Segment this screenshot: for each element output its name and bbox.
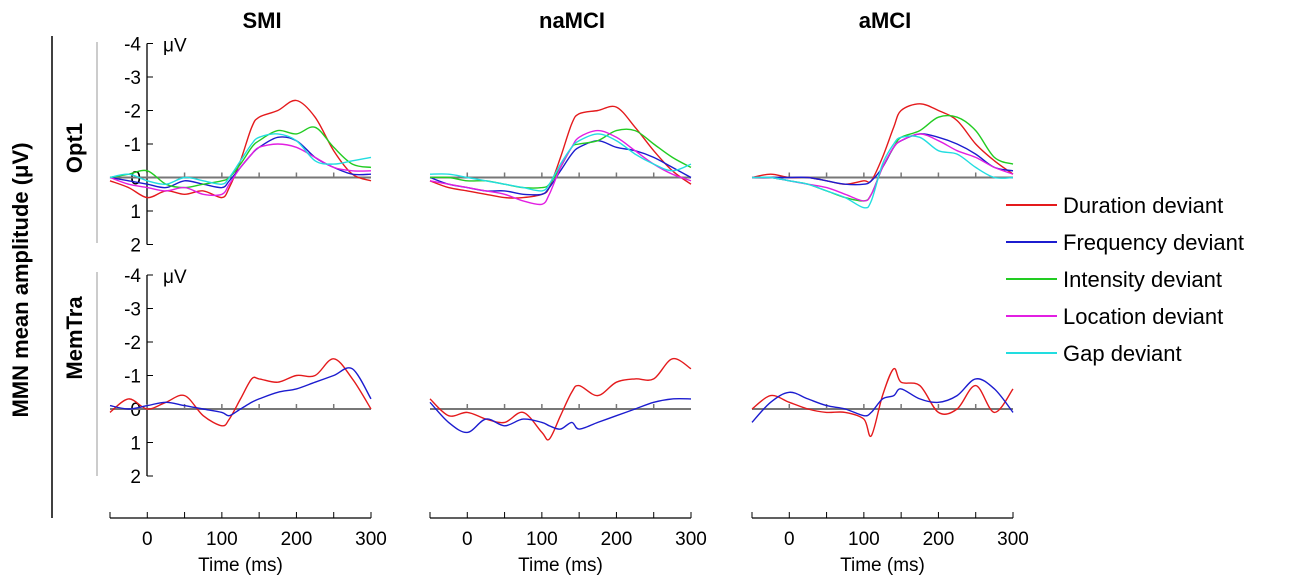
legend-label: Duration deviant [1063,193,1223,218]
x-axis-smi: 0 100 200 300 Time (ms) [109,512,387,576]
y-tick-label: -4 [124,266,141,287]
legend: Duration deviant Frequency deviant Intensi… [1006,193,1244,366]
x-axes: 0 100 200 300 Time (ms) 0 100 200 300 Time (ms) 0 1… [109,512,1029,576]
y-unit-label: μV [163,267,187,288]
panel-opt1-smi [109,99,372,199]
y-tick-label: 1 [130,202,141,223]
series-intensity-deviant [109,126,372,189]
x-axis-title: Time (ms) [198,555,283,576]
x-tick-label: 300 [997,529,1029,550]
y-unit-label: μV [163,36,187,57]
y-tick-label: 2 [130,236,141,257]
y-tick-label: 0 [130,400,141,421]
series-duration-deviant [109,99,372,199]
x-axis-title: Time (ms) [518,555,603,576]
legend-item-frequency-deviant: Frequency deviant [1006,230,1244,255]
y-tick-label: 1 [130,434,141,455]
x-tick-label: 200 [601,529,633,550]
series-duration-deviant [751,367,1014,438]
y-axis-opt1: -4 -3 -2 -1 0 1 2 μV [124,35,187,257]
legend-item-intensity-deviant: Intensity deviant [1006,267,1222,292]
y-tick-label: -3 [124,68,141,89]
x-tick-label: 200 [281,529,313,550]
y-tick-label: -1 [124,367,141,388]
y-tick-label: 2 [130,467,141,488]
panel-opt1-amci [751,103,1014,209]
x-tick-label: 300 [675,529,707,550]
panel-memtra-namci [429,357,692,441]
row-title-memtra: MemTra [62,296,87,380]
series-gap-deviant [429,133,692,192]
row-title-opt1: Opt1 [62,123,87,173]
x-tick-label: 0 [784,529,795,550]
x-tick-label: 100 [526,529,558,550]
panel-memtra-smi [109,358,372,427]
y-tick-label: 0 [130,169,141,190]
series-location-deviant [429,129,692,206]
column-title-namci: naMCI [539,8,605,33]
y-tick-label: -2 [124,102,141,123]
x-tick-label: 100 [206,529,238,550]
series-duration-deviant [751,103,1014,185]
x-tick-label: 200 [923,529,955,550]
x-axis-amci: 0 100 200 300 Time (ms) [751,512,1029,576]
legend-label: Location deviant [1063,304,1223,329]
series-duration-deviant [429,357,692,441]
plot-area: -4 -3 -2 -1 0 1 2 μV -4 -3 -2 -1 0 1 2 μV [109,35,1014,488]
series-duration-deviant [429,105,692,199]
x-axis-namci: 0 100 200 300 Time (ms) [429,512,707,576]
series-frequency-deviant [429,397,692,434]
series-frequency-deviant [751,378,1014,423]
series-location-deviant [751,133,1014,202]
y-tick-label: -4 [124,35,141,56]
y-tick-label: -1 [124,135,141,156]
column-title-smi: SMI [242,8,281,33]
y-axis-title: MMN mean amplitude (μV) [8,142,33,417]
series-gap-deviant [109,133,372,185]
y-axis-memtra: -4 -3 -2 -1 0 1 2 μV [124,266,187,488]
panel-memtra-amci [751,367,1014,438]
x-axis-title: Time (ms) [840,555,925,576]
column-title-amci: aMCI [859,8,912,33]
series-gap-deviant [751,135,1014,209]
x-tick-label: 0 [462,529,473,550]
series-location-deviant [109,143,372,197]
series-frequency-deviant [109,367,372,417]
panel-opt1-namci [429,105,692,206]
legend-label: Intensity deviant [1063,267,1222,292]
legend-label: Frequency deviant [1063,230,1244,255]
legend-item-gap-deviant: Gap deviant [1006,341,1182,366]
x-tick-label: 0 [142,529,153,550]
y-tick-label: -2 [124,333,141,354]
legend-item-duration-deviant: Duration deviant [1006,193,1223,218]
x-tick-label: 100 [848,529,880,550]
x-tick-label: 300 [355,529,387,550]
series-duration-deviant [109,358,372,427]
legend-item-location-deviant: Location deviant [1006,304,1223,329]
y-tick-label: -3 [124,300,141,321]
legend-label: Gap deviant [1063,341,1182,366]
